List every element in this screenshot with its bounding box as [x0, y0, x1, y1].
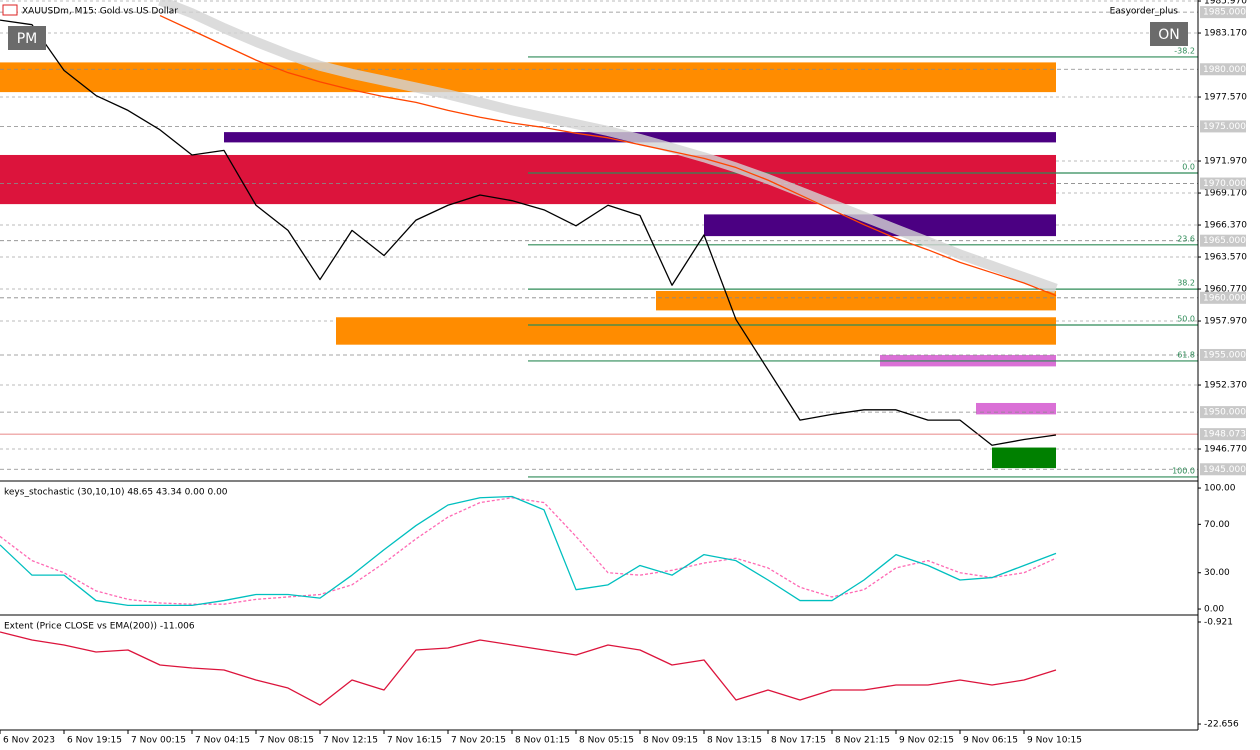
indicator-title: keys_stochastic (30,10,10) 48.65 43.34 0… [4, 488, 228, 498]
y-tick-label: 1960.770 [1204, 285, 1247, 295]
level-label: 1980.000 [1203, 65, 1246, 75]
y-tick-label: 1966.370 [1204, 221, 1247, 231]
x-tick-label: 8 Nov 21:15 [835, 736, 890, 746]
level-label-box [1200, 406, 1246, 419]
indicator-title: Extent (Price CLOSE vs EMA(200)) -11.006 [4, 622, 195, 632]
level-label: 1950.000 [1203, 408, 1246, 418]
chart-title: XAUUSDm, M15: Gold vs US Dollar [22, 7, 178, 17]
y-tick-label: 0.00 [1204, 605, 1224, 615]
level-label-box [1200, 348, 1246, 361]
x-tick-label: 8 Nov 09:15 [643, 736, 698, 746]
x-tick-label: 9 Nov 06:15 [963, 736, 1018, 746]
x-tick-label: 7 Nov 20:15 [451, 736, 506, 746]
level-label: 1970.000 [1203, 179, 1246, 189]
series-line [159, 14, 1057, 297]
level-label: 1945.000 [1203, 465, 1246, 475]
x-tick-label: 6 Nov 19:15 [67, 736, 122, 746]
price-zone [336, 317, 1056, 345]
y-tick-label: 1985.970 [1204, 0, 1247, 7]
y-tick-label: 1946.770 [1204, 445, 1247, 455]
fib-label: 50.0 [1177, 315, 1195, 324]
x-tick-label: 7 Nov 04:15 [195, 736, 250, 746]
price-zone [0, 62, 1056, 93]
y-tick-label: 30.00 [1204, 568, 1230, 578]
fib-label: -38.2 [1174, 46, 1195, 55]
level-label-box [1200, 63, 1246, 76]
fib-label: 38.2 [1177, 279, 1195, 288]
series-line [0, 631, 1057, 706]
price-zone [992, 447, 1056, 469]
y-tick-label: 1952.370 [1204, 381, 1247, 391]
level-label: 1985.000 [1203, 8, 1246, 18]
y-tick-label: 100.00 [1204, 484, 1236, 494]
level-label-box [1200, 120, 1246, 133]
x-tick-label: 7 Nov 16:15 [387, 736, 442, 746]
on-button[interactable] [1150, 22, 1188, 46]
price-zone [656, 290, 1056, 311]
price-zone [976, 402, 1056, 415]
x-tick-label: 7 Nov 08:15 [259, 736, 314, 746]
series-line [158, 0, 1058, 294]
level-label-box [1200, 291, 1246, 304]
y-tick-label: 1963.570 [1204, 253, 1247, 263]
x-tick-label: 8 Nov 05:15 [579, 736, 634, 746]
y-tick-label: 70.00 [1204, 520, 1230, 530]
y-tick-label: 1971.970 [1204, 157, 1247, 167]
level-label-box [1200, 463, 1246, 476]
series-line [0, 497, 1057, 605]
x-tick-label: 8 Nov 17:15 [771, 736, 826, 746]
y-tick-label: 1957.970 [1204, 317, 1247, 327]
series-line [0, 19, 1057, 446]
y-tick-label: -22.656 [1204, 720, 1239, 730]
price-zone [0, 154, 1056, 205]
y-tick-label: -0.921 [1204, 617, 1233, 627]
x-tick-label: 7 Nov 12:15 [323, 736, 378, 746]
on-button-label[interactable]: ON [1158, 27, 1180, 43]
level-label-box [1200, 234, 1246, 247]
x-tick-label: 9 Nov 10:15 [1027, 736, 1082, 746]
fib-label: 61.8 [1177, 350, 1195, 359]
current-price-box [1200, 428, 1246, 441]
level-label: 1965.000 [1203, 236, 1246, 246]
x-tick-label: 7 Nov 00:15 [131, 736, 186, 746]
fib-label: 0.0 [1182, 163, 1195, 172]
x-tick-label: 8 Nov 01:15 [515, 736, 570, 746]
x-tick-label: 6 Nov 2023 [3, 736, 55, 746]
fib-label: 100.0 [1172, 466, 1195, 475]
symbol-icon [2, 4, 18, 16]
x-tick-label: 9 Nov 02:15 [899, 736, 954, 746]
fib-label: 23.6 [1177, 234, 1195, 243]
current-price-label: 1948.073 [1203, 430, 1246, 440]
level-label: 1955.000 [1203, 350, 1246, 360]
y-tick-label: 1969.170 [1204, 189, 1247, 199]
series-line [0, 495, 1057, 607]
level-label-box [1200, 177, 1246, 190]
pm-button-label[interactable]: PM [17, 31, 38, 47]
x-tick-label: 8 Nov 13:15 [707, 736, 762, 746]
expert-name: Easyorder_plus [1110, 7, 1179, 17]
y-tick-label: 1983.170 [1204, 29, 1247, 39]
level-label: 1960.000 [1203, 293, 1246, 303]
level-label-box [1200, 6, 1246, 19]
y-tick-label: 1977.570 [1204, 93, 1247, 103]
pm-button[interactable] [8, 26, 46, 50]
level-label: 1975.000 [1203, 122, 1246, 132]
